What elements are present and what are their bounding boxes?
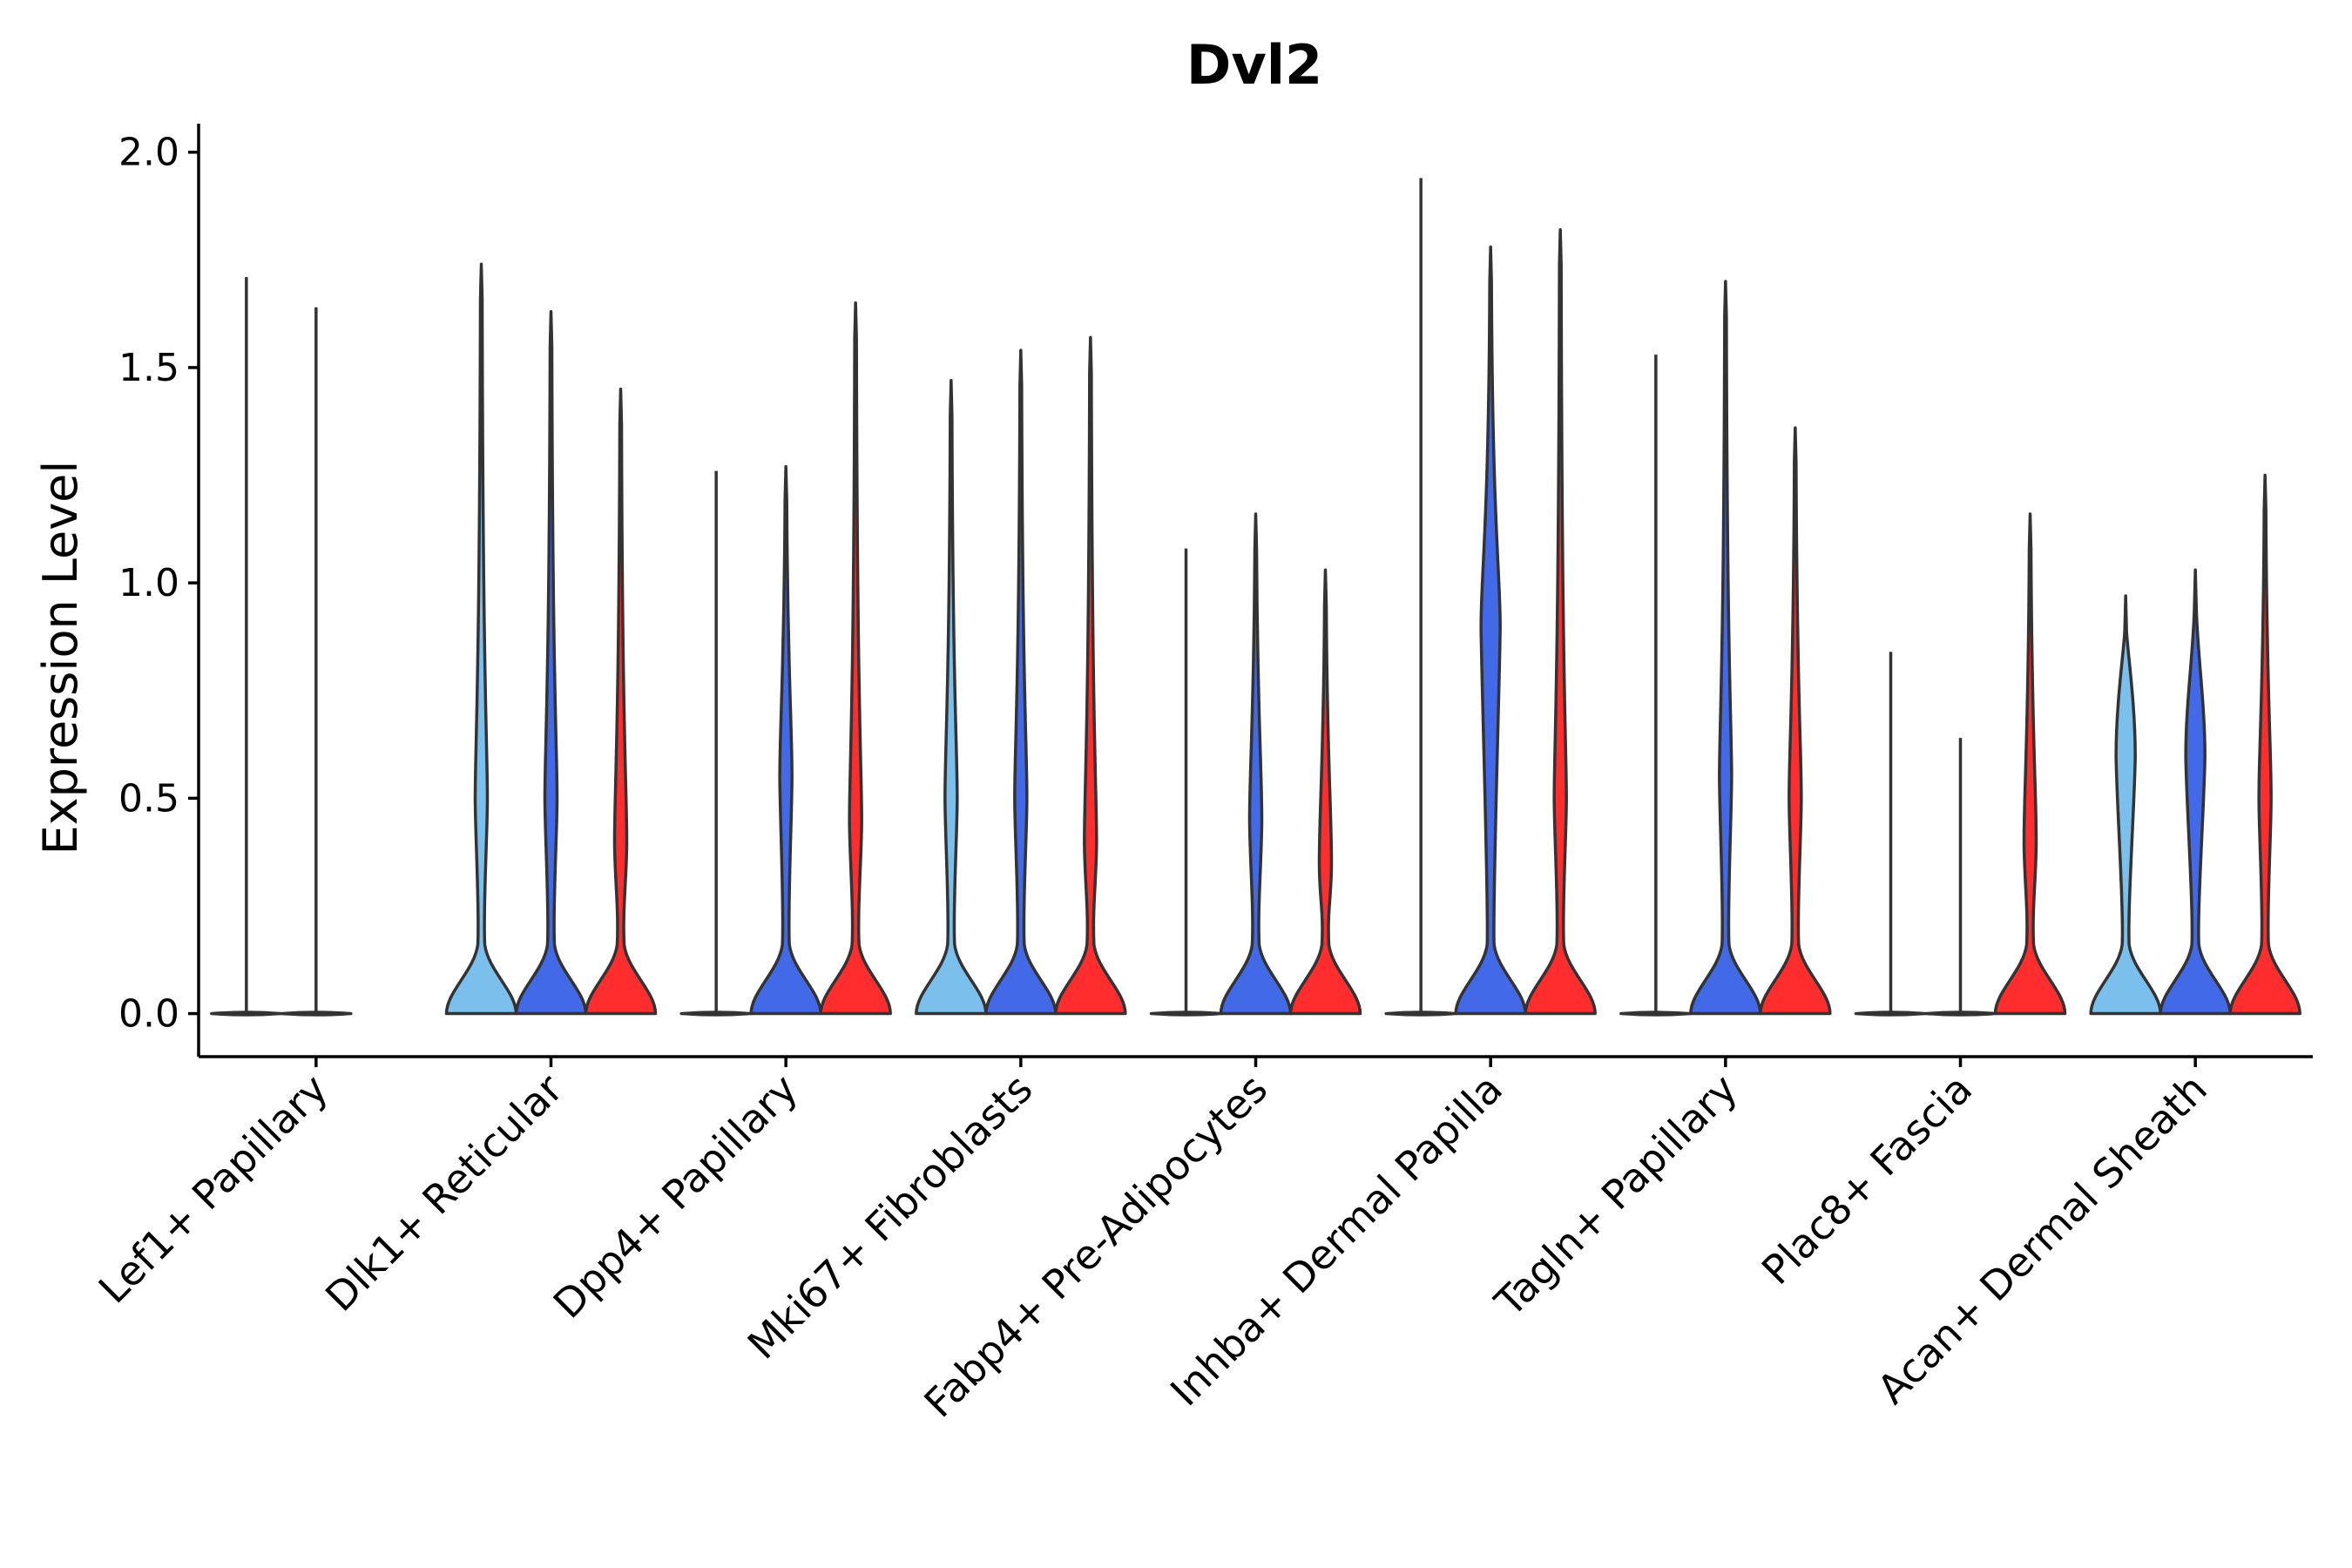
chart-title: Dvl2 xyxy=(1186,33,1322,97)
violin-group-2-6 xyxy=(1689,280,1762,1016)
violin-group-3-1 xyxy=(584,387,658,1016)
violin-group-3-5 xyxy=(1524,227,1597,1016)
y-tick-label-3: 1.5 xyxy=(118,346,179,390)
violin-group-2-8 xyxy=(2159,568,2232,1016)
x-tick-label-2: Dpp4+ Papillary xyxy=(544,1065,807,1328)
violin-group-3-8 xyxy=(2228,473,2301,1016)
violin-group-3-6 xyxy=(1759,426,1832,1016)
violin-group-1-3 xyxy=(915,379,988,1016)
violin-group-3-7 xyxy=(1993,512,2067,1016)
violin-group-2-1 xyxy=(514,309,588,1016)
y-axis-label: Expression Level xyxy=(33,461,88,855)
x-tick-label-1: Dlk1+ Reticular xyxy=(316,1065,571,1321)
violin-group-2-4 xyxy=(1219,512,1293,1016)
violin-group-1-1 xyxy=(444,262,518,1016)
violin-group-1-8 xyxy=(2089,594,2162,1016)
violin-group-2-2 xyxy=(749,464,822,1016)
violin-group-2-3 xyxy=(984,348,1058,1016)
y-tick-label-1: 0.5 xyxy=(118,776,179,821)
violin-group-3-4 xyxy=(1288,568,1362,1016)
x-tick-label-6: Tagln+ Papillary xyxy=(1485,1065,1747,1327)
y-tick-label-2: 1.0 xyxy=(118,561,179,605)
x-tick-label-0: Lef1+ Papillary xyxy=(90,1065,337,1313)
violin-layer xyxy=(210,178,2301,1017)
violin-group-2-0 xyxy=(280,1010,353,1017)
violin-group-2-5 xyxy=(1454,245,1527,1016)
y-tick-label-0: 0.0 xyxy=(118,992,179,1037)
y-axis: 0.0 0.5 1.0 1.5 2.0 xyxy=(118,124,200,1057)
x-tick-label-7: Plac8+ Fascia xyxy=(1753,1065,1981,1294)
y-tick-label-4: 2.0 xyxy=(118,131,179,175)
violin-group-3-2 xyxy=(819,301,892,1016)
violin-group-3-3 xyxy=(1054,335,1127,1016)
